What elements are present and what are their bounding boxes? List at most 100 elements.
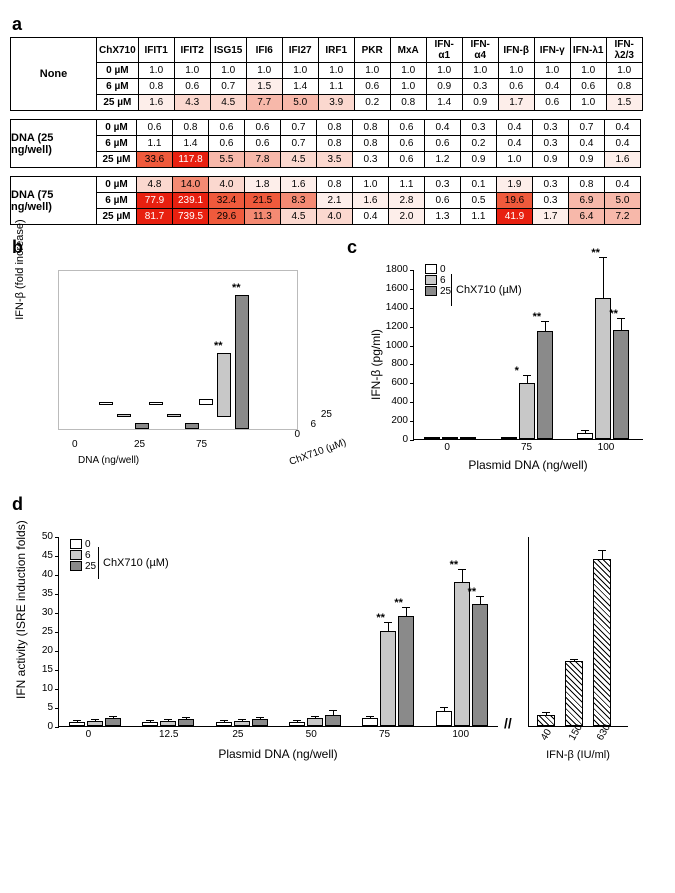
- y-tick: 0: [376, 434, 408, 445]
- heat-cell: 0.9: [461, 152, 497, 168]
- error-cap: [440, 707, 448, 708]
- x-tick: 12.5: [159, 729, 178, 740]
- panel-b-bar: [217, 353, 231, 417]
- error-bar: [545, 322, 546, 331]
- col-header: IFN-α4: [462, 38, 498, 63]
- heat-cell: 1.9: [497, 177, 533, 193]
- error-cap: [598, 550, 606, 551]
- panel-c-bar: [613, 330, 629, 439]
- panel-c-bar: [424, 437, 440, 439]
- error-bar: [242, 720, 243, 721]
- heat-cell: 0.9: [426, 79, 462, 95]
- heat-cell: 1.6: [605, 152, 641, 168]
- heat-cell: 0.3: [461, 120, 497, 136]
- panel-d-plot-right: 40150630: [528, 537, 628, 727]
- heat-cell: 1.1: [461, 209, 497, 225]
- heat-cell: 2.0: [389, 209, 425, 225]
- heat-cell: 0.4: [569, 136, 605, 152]
- heat-cell: 1.4: [282, 79, 318, 95]
- heat-cell: 1.7: [498, 95, 534, 111]
- heat-cell: 19.6: [497, 193, 533, 209]
- heat-cell: 0.9: [569, 152, 605, 168]
- x-tick: 75: [521, 442, 532, 453]
- x-tick: 0: [86, 729, 92, 740]
- legend-item: 25: [70, 561, 96, 572]
- error-cap: [238, 719, 246, 720]
- heat-cell: 1.6: [353, 193, 389, 209]
- panel-d-bar: [307, 718, 323, 726]
- error-cap: [256, 717, 264, 718]
- panel-d-right-bar: [565, 661, 583, 726]
- error-cap: [458, 569, 466, 570]
- error-cap: [505, 437, 513, 438]
- panel-b-y-title: IFN-β (fold increase): [14, 219, 26, 319]
- x-tick: 50: [306, 729, 317, 740]
- heat-cell: 7.2: [605, 209, 641, 225]
- x-tick: 25: [232, 729, 243, 740]
- heat-cell: 0.8: [317, 136, 353, 152]
- heat-cell: 0.8: [173, 120, 209, 136]
- heat-cell: 0.6: [425, 136, 461, 152]
- error-bar: [388, 623, 389, 631]
- heat-cell: 0.4: [425, 120, 461, 136]
- panel-c-bar: [442, 437, 458, 439]
- heat-cell: 1.0: [174, 63, 210, 79]
- heat-cell: 0.6: [354, 79, 390, 95]
- col-header: IFN-λ1: [570, 38, 606, 63]
- heat-cell: 0.3: [533, 193, 569, 209]
- error-cap: [91, 719, 99, 720]
- row-conc-label: 0 µM: [97, 120, 137, 136]
- heat-cell: 0.2: [461, 136, 497, 152]
- heat-cell: 5.5: [209, 152, 245, 168]
- panel-d-chart: IFN activity (ISRE induction folds) 0510…: [10, 529, 650, 779]
- heat-cell: 0.9: [533, 152, 569, 168]
- panel-b-x1-tick: 75: [196, 439, 207, 450]
- sig-star: *: [515, 365, 519, 377]
- heat-cell: 1.0: [426, 63, 462, 79]
- heat-cell: 1.0: [534, 63, 570, 79]
- heat-cell: 1.4: [426, 95, 462, 111]
- heat-cell: 0.2: [354, 95, 390, 111]
- y-tick: 1600: [376, 283, 408, 294]
- panel-d-bar: [380, 631, 396, 726]
- panel-b-plot-area: [58, 270, 298, 430]
- col-header: IFN-γ: [534, 38, 570, 63]
- sig-star: **: [591, 247, 600, 259]
- heat-cell: 0.6: [209, 136, 245, 152]
- error-cap: [570, 659, 578, 660]
- y-tick: 10: [21, 683, 53, 694]
- heat-cell: 239.1: [173, 193, 209, 209]
- row-conc-label: 25 µM: [97, 152, 137, 168]
- heat-cell: 0.4: [353, 209, 389, 225]
- x-tick: 40: [539, 727, 554, 742]
- heat-cell: 6.4: [569, 209, 605, 225]
- col-header: PKR: [354, 38, 390, 63]
- heat-cell: 0.3: [533, 136, 569, 152]
- heat-cell: 1.6: [138, 95, 174, 111]
- legend-item: 6: [425, 275, 451, 286]
- panel-d-bar: [160, 721, 176, 726]
- col-header: MxA: [390, 38, 426, 63]
- heat-cell: 0.7: [281, 136, 317, 152]
- heat-cell: 81.7: [137, 209, 173, 225]
- error-cap: [329, 710, 337, 711]
- error-cap: [581, 430, 589, 431]
- y-tick: 45: [21, 550, 53, 561]
- heat-cell: 0.6: [209, 120, 245, 136]
- heatmap-table: 0 µM0.60.80.60.60.70.80.80.60.40.30.40.3…: [96, 119, 641, 168]
- heat-cell: 1.0: [570, 63, 606, 79]
- error-bar: [297, 721, 298, 722]
- heat-cell: 1.5: [606, 95, 642, 111]
- row-conc-label: 0 µM: [97, 177, 137, 193]
- error-bar: [621, 319, 622, 330]
- panel-d-x-title: Plasmid DNA (ng/well): [58, 747, 498, 761]
- heatmap-table: 0 µM4.814.04.01.81.60.81.01.10.30.11.90.…: [96, 176, 641, 225]
- panel-d-right-bar: [537, 715, 555, 726]
- panel-d-bar: [105, 718, 121, 726]
- y-tick: 0: [21, 721, 53, 732]
- legend-title: ChX710 (µM): [451, 274, 522, 306]
- heat-cell: 0.9: [462, 95, 498, 111]
- y-tick: 200: [376, 415, 408, 426]
- heat-cell: 117.8: [173, 152, 209, 168]
- panel-b-bar: [99, 402, 113, 405]
